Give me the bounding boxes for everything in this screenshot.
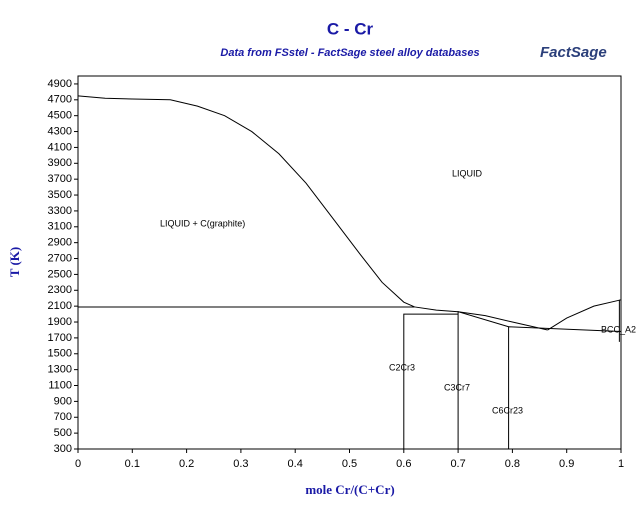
phase-boundary [414, 306, 548, 331]
chart-title: C - Cr [327, 19, 374, 38]
region-label: LIQUID [452, 168, 483, 178]
x-tick-label: 0.7 [450, 458, 465, 470]
x-tick-label: 0.2 [179, 458, 194, 470]
y-tick-label: 4300 [48, 125, 72, 137]
x-tick-label: 0.6 [396, 458, 411, 470]
region-label: LIQUID + C(graphite) [160, 218, 245, 228]
x-tick-label: 0.3 [233, 458, 248, 470]
y-tick-label: 1900 [48, 316, 72, 328]
y-tick-label: 3100 [48, 221, 72, 233]
plot-frame [77, 75, 622, 450]
y-tick-label: 3500 [48, 189, 72, 201]
region-label: C2Cr3 [389, 362, 415, 372]
phase-boundary [77, 95, 415, 308]
y-tick-label: 2900 [48, 237, 72, 249]
y-tick-label: 2500 [48, 268, 72, 280]
x-tick-label: 0.4 [288, 458, 303, 470]
x-axis-label: mole Cr/(C+Cr) [305, 482, 394, 497]
y-tick-label: 4900 [48, 78, 72, 90]
phase-boundary [403, 313, 459, 449]
x-tick-label: 0.5 [342, 458, 357, 470]
y-tick-label: 1700 [48, 332, 72, 344]
x-tick-label: 0.9 [559, 458, 574, 470]
y-tick-label: 900 [54, 395, 72, 407]
x-tick-label: 0 [75, 458, 81, 470]
y-tick-label: 2100 [48, 300, 72, 312]
region-label: C3Cr7 [444, 382, 470, 392]
x-tick-label: 0.1 [125, 458, 140, 470]
y-tick-label: 4500 [48, 110, 72, 122]
y-tick-label: 1300 [48, 364, 72, 376]
y-tick-label: 3300 [48, 205, 72, 217]
y-tick-label: 3900 [48, 157, 72, 169]
y-tick-label: 3700 [48, 173, 72, 185]
phase-boundary [547, 299, 622, 331]
y-tick-label: 700 [54, 411, 72, 423]
phase-boundary [457, 311, 509, 449]
y-tick-label: 300 [54, 443, 72, 455]
region-label: BCC_A2 [601, 324, 636, 334]
y-tick-label: 4100 [48, 141, 72, 153]
chart-subtitle: Data from FSstel - FactSage steel alloy … [220, 47, 479, 59]
y-tick-label: 500 [54, 427, 72, 439]
logo: FactSage [540, 44, 607, 61]
phase-boundary [508, 326, 622, 449]
y-axis-label: T (K) [7, 247, 22, 277]
y-tick-label: 4700 [48, 94, 72, 106]
x-tick-label: 0.8 [505, 458, 520, 470]
y-tick-label: 2700 [48, 252, 72, 264]
region-label: C6Cr23 [492, 405, 523, 415]
y-tick-label: 1100 [48, 379, 72, 391]
y-tick-label: 2300 [48, 284, 72, 296]
y-tick-label: 1500 [48, 348, 72, 360]
x-tick-label: 1 [618, 458, 624, 470]
